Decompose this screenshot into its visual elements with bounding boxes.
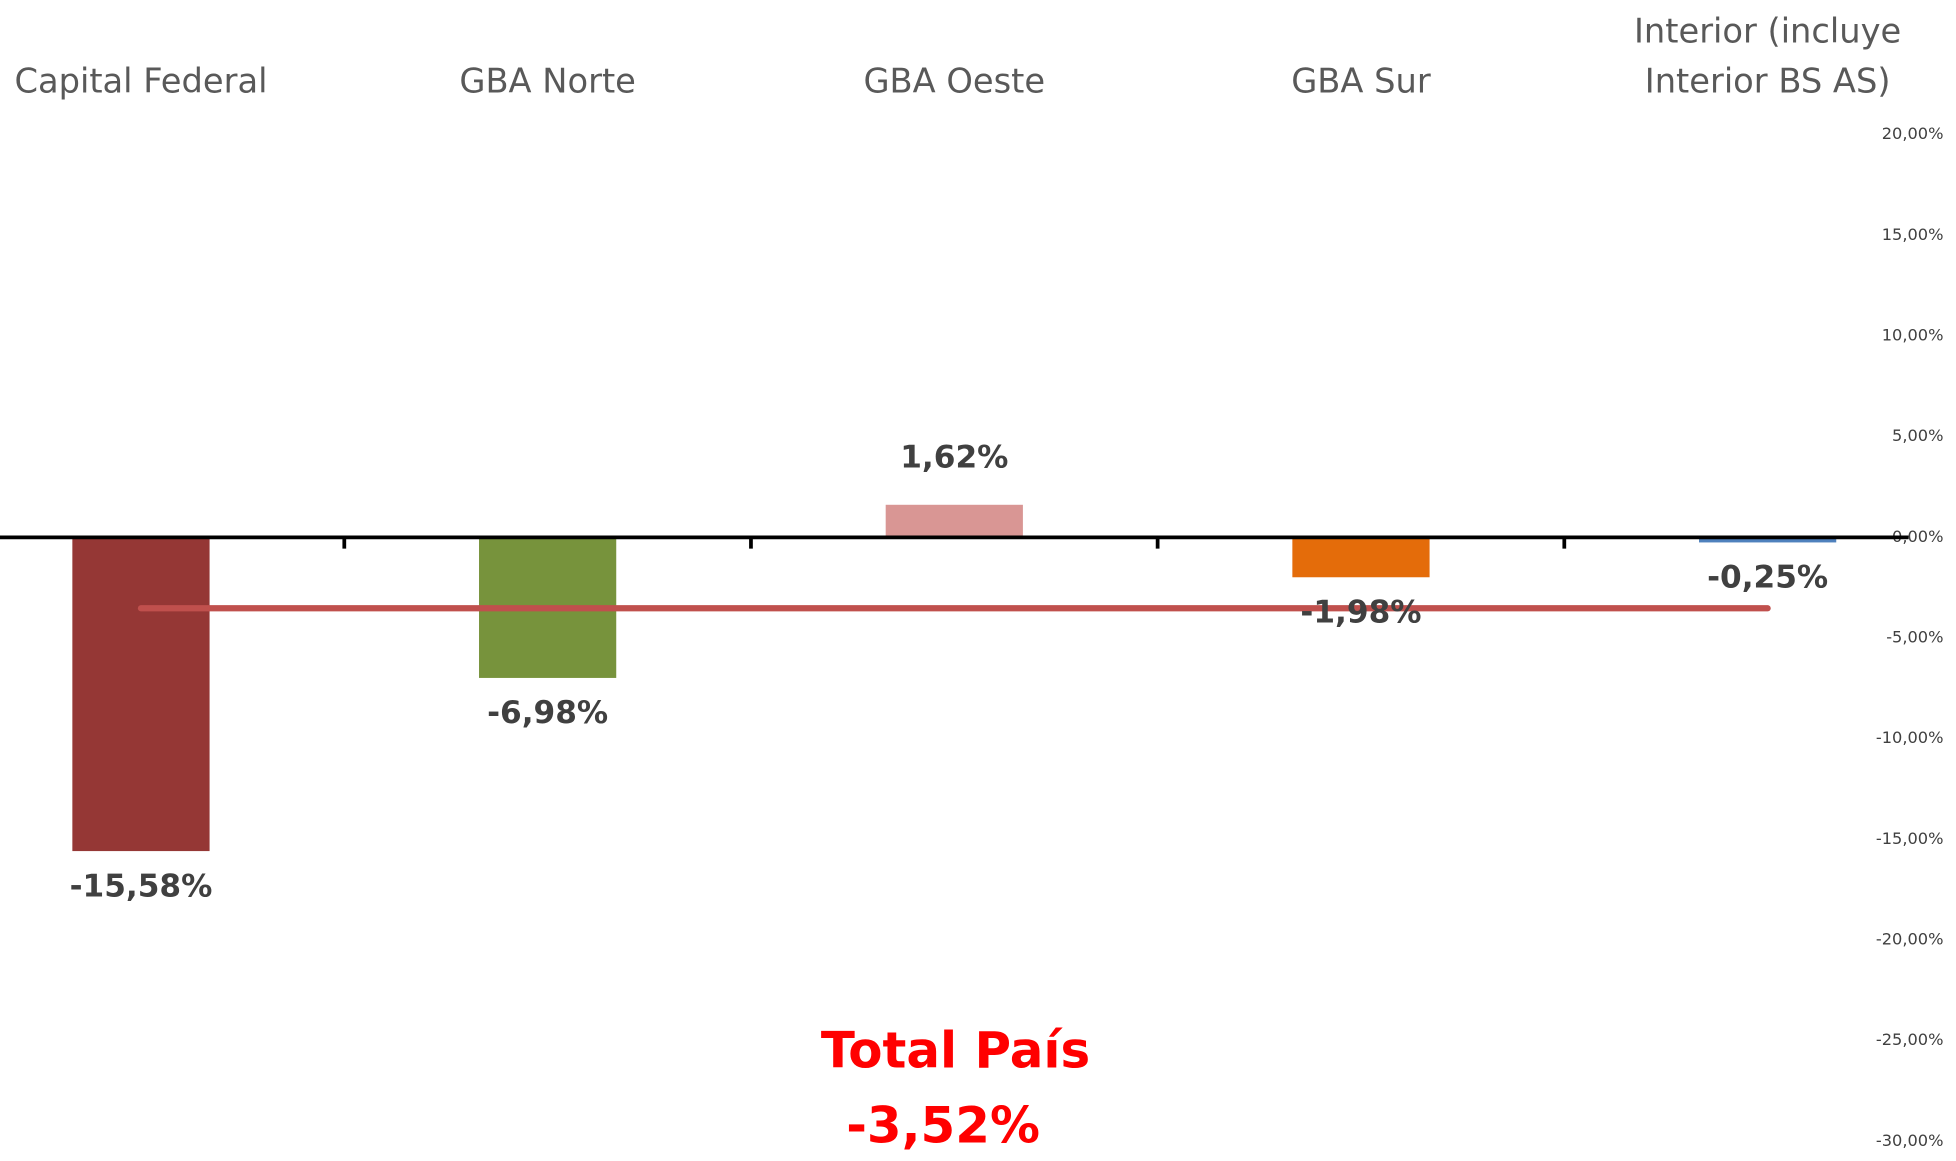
y-tick-label: 0,00% bbox=[1892, 527, 1943, 546]
y-tick-label: 10,00% bbox=[1882, 326, 1944, 345]
data-label: -6,98% bbox=[487, 695, 608, 731]
category-label: GBA Sur bbox=[1291, 62, 1431, 102]
y-tick-label: 20,00% bbox=[1882, 124, 1944, 143]
y-tick-label: 15,00% bbox=[1882, 225, 1944, 244]
y-tick-label: -5,00% bbox=[1886, 628, 1943, 647]
total-value: -3,52% bbox=[846, 1096, 1040, 1154]
y-tick-label: -20,00% bbox=[1876, 930, 1944, 949]
data-label: -1,98% bbox=[1300, 594, 1421, 630]
total-title: Total País bbox=[821, 1022, 1090, 1080]
y-tick-label: -30,00% bbox=[1876, 1131, 1944, 1150]
category-label: Capital Federal bbox=[14, 62, 268, 102]
data-label: -0,25% bbox=[1707, 560, 1828, 596]
y-tick-label: -15,00% bbox=[1876, 829, 1944, 848]
bar bbox=[885, 504, 1023, 538]
y-tick-label: 5,00% bbox=[1892, 426, 1943, 445]
category-label: Interior (incluye Interior BS AS) bbox=[1633, 12, 1902, 102]
category-label: GBA Oeste bbox=[863, 62, 1046, 102]
bar bbox=[1292, 537, 1430, 578]
y-tick-label: -10,00% bbox=[1876, 728, 1944, 747]
bar bbox=[72, 537, 210, 852]
y-tick-label: -25,00% bbox=[1876, 1030, 1944, 1049]
data-label: 1,62% bbox=[900, 440, 1008, 476]
bar bbox=[1699, 537, 1837, 543]
category-label: GBA Norte bbox=[459, 62, 636, 102]
data-label: -15,58% bbox=[70, 868, 213, 904]
